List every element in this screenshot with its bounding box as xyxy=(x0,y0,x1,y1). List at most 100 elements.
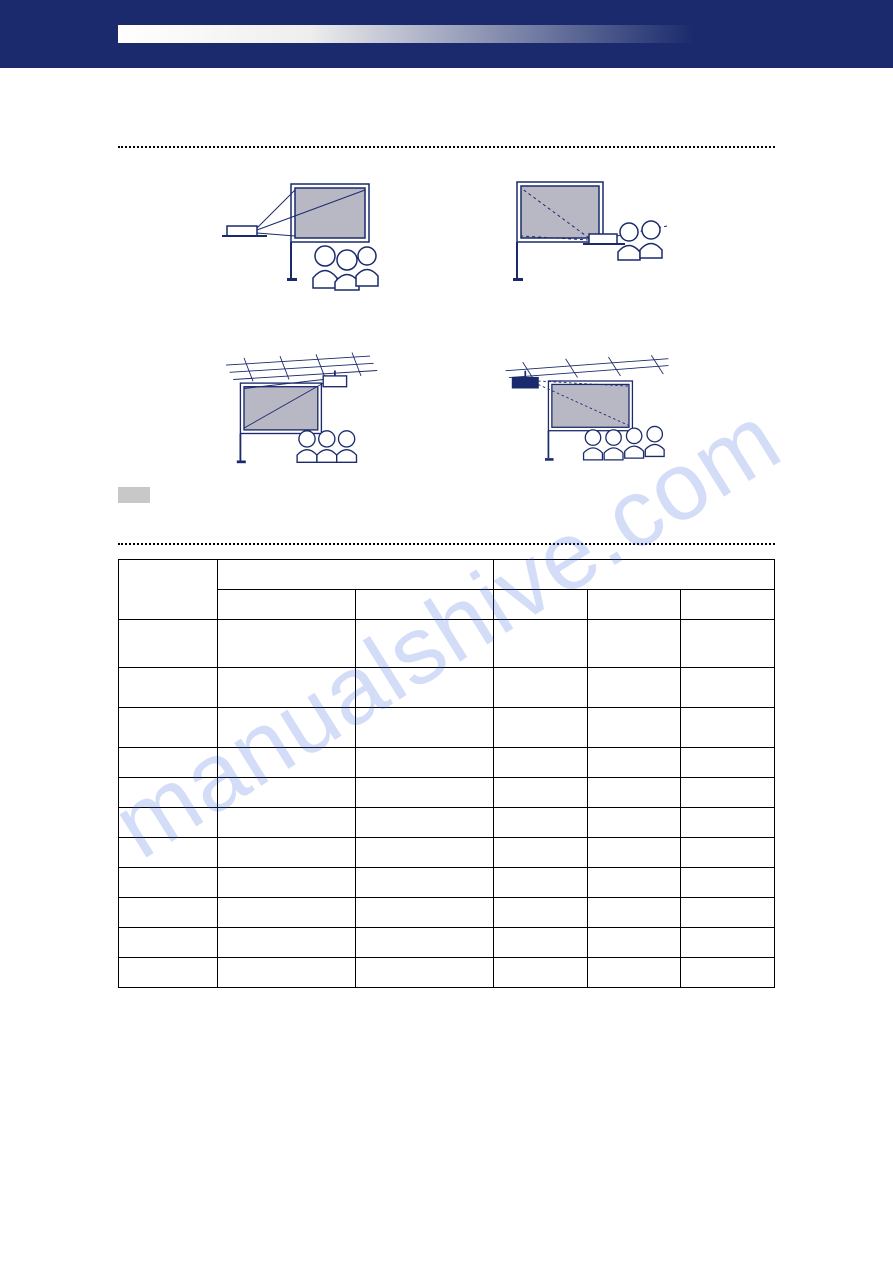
table-cell xyxy=(355,708,493,748)
table-cell xyxy=(119,708,218,748)
table-cell xyxy=(681,868,775,898)
table-row xyxy=(119,898,775,928)
table-cell xyxy=(681,838,775,868)
table-cell xyxy=(355,898,493,928)
table-row xyxy=(119,620,775,668)
table-cell xyxy=(681,898,775,928)
diagram-rear-ceiling xyxy=(487,351,687,476)
table-cell xyxy=(681,668,775,708)
table-cell xyxy=(493,898,587,928)
table-cell xyxy=(217,898,355,928)
table-cell xyxy=(587,668,681,708)
table-cell xyxy=(119,808,218,838)
table-cell xyxy=(119,748,218,778)
table-subheader xyxy=(681,590,775,620)
table-cell xyxy=(119,868,218,898)
table-cell xyxy=(355,748,493,778)
table-subheader xyxy=(355,590,493,620)
table-cell xyxy=(587,748,681,778)
table-cell xyxy=(681,928,775,958)
header-gradient-bar xyxy=(118,25,758,43)
table-cell xyxy=(493,958,587,988)
page-header xyxy=(0,0,893,68)
table-row xyxy=(119,868,775,898)
section-divider xyxy=(118,543,775,545)
distance-table xyxy=(118,559,775,988)
table-header xyxy=(493,560,774,590)
table-cell xyxy=(493,928,587,958)
table-row xyxy=(119,748,775,778)
section-divider xyxy=(118,146,775,148)
table-cell xyxy=(119,958,218,988)
table-cell xyxy=(119,928,218,958)
projection-diagram-icon xyxy=(217,351,397,471)
table-cell xyxy=(681,958,775,988)
table-cell xyxy=(493,838,587,868)
diagram-row-1 xyxy=(118,178,775,303)
diagram-front-ceiling xyxy=(207,351,407,476)
table-row xyxy=(119,668,775,708)
diagram-rear-table xyxy=(487,178,687,303)
table-cell xyxy=(119,778,218,808)
table-cell xyxy=(587,708,681,748)
table-row xyxy=(119,778,775,808)
table-cell xyxy=(493,808,587,838)
table-row xyxy=(119,958,775,988)
table-subheader xyxy=(493,590,587,620)
table-cell xyxy=(681,778,775,808)
diagram-row-2 xyxy=(118,351,775,476)
table-cell xyxy=(355,958,493,988)
table-cell xyxy=(493,708,587,748)
table-cell xyxy=(355,808,493,838)
table-cell xyxy=(493,748,587,778)
table-cell xyxy=(217,708,355,748)
table-cell xyxy=(217,838,355,868)
table-header xyxy=(217,560,493,590)
table-header xyxy=(119,560,218,620)
table-cell xyxy=(681,620,775,668)
table-cell xyxy=(587,868,681,898)
table-cell xyxy=(119,898,218,928)
table-subheader xyxy=(587,590,681,620)
table-cell xyxy=(119,620,218,668)
table-cell xyxy=(217,928,355,958)
table-cell xyxy=(217,958,355,988)
table-cell xyxy=(217,620,355,668)
table-cell xyxy=(493,868,587,898)
table-cell xyxy=(493,778,587,808)
table-cell xyxy=(587,620,681,668)
table-cell xyxy=(355,620,493,668)
table-cell xyxy=(217,868,355,898)
table-cell xyxy=(355,668,493,708)
table-cell xyxy=(355,928,493,958)
note-icon xyxy=(118,487,150,503)
table-cell xyxy=(587,958,681,988)
table-cell xyxy=(217,668,355,708)
table-cell xyxy=(355,838,493,868)
table-cell xyxy=(681,748,775,778)
table-row xyxy=(119,708,775,748)
table-cell xyxy=(493,668,587,708)
table-cell xyxy=(217,748,355,778)
note-row xyxy=(118,486,775,503)
table-cell xyxy=(119,838,218,868)
table-cell xyxy=(587,838,681,868)
table-cell xyxy=(587,928,681,958)
diagram-front-table xyxy=(207,178,407,303)
page-content xyxy=(0,146,893,988)
table-row xyxy=(119,808,775,838)
table-cell xyxy=(587,778,681,808)
table-cell xyxy=(355,778,493,808)
table-cell xyxy=(587,898,681,928)
table-cell xyxy=(587,808,681,838)
table-cell xyxy=(493,620,587,668)
table-cell xyxy=(355,868,493,898)
table-row xyxy=(119,838,775,868)
table-cell xyxy=(217,808,355,838)
projection-diagram-icon xyxy=(497,351,677,471)
projection-diagram-icon xyxy=(497,178,677,298)
table-row xyxy=(119,928,775,958)
table-cell xyxy=(681,808,775,838)
table-cell xyxy=(119,668,218,708)
table-subheader xyxy=(217,590,355,620)
